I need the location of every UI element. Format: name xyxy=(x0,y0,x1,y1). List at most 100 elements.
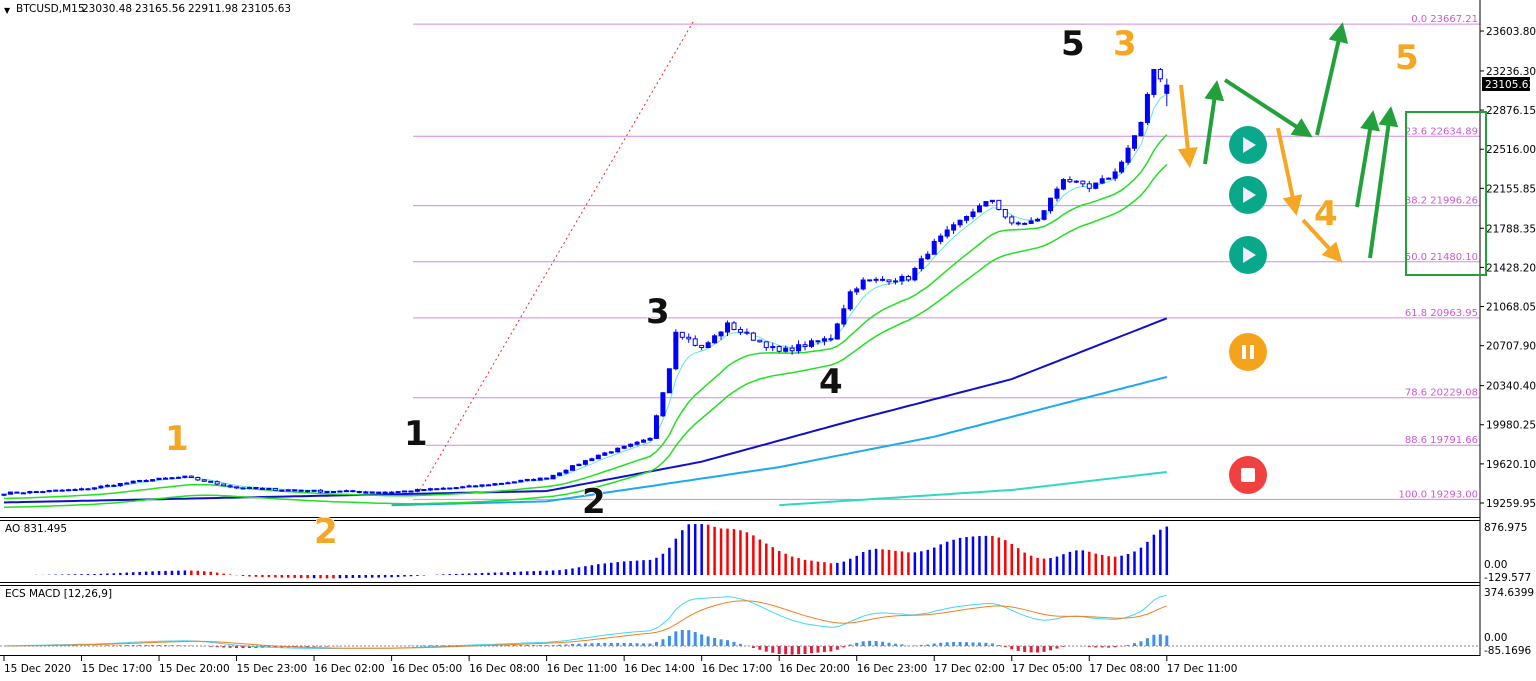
candle xyxy=(1028,217,1034,224)
play-icon xyxy=(1243,137,1256,153)
play-button[interactable] xyxy=(1229,236,1267,274)
candle xyxy=(608,451,614,455)
candle xyxy=(1099,175,1105,185)
candle xyxy=(208,480,214,483)
candle xyxy=(460,485,466,489)
candle xyxy=(686,333,692,343)
play-button[interactable] xyxy=(1229,126,1267,164)
candle xyxy=(518,479,524,483)
time-tick-label: 17 Dec 05:00 xyxy=(1012,663,1083,675)
candle xyxy=(382,491,388,494)
time-axis[interactable]: 15 Dec 2020 15 Dec 17:00 15 Dec 20:00 15 De… xyxy=(3,656,1237,675)
candle xyxy=(130,480,136,484)
arrow-right-down-icon[interactable] xyxy=(1223,78,1313,138)
play-button[interactable] xyxy=(1229,176,1267,214)
wave-label-black-2[interactable]: 2 xyxy=(581,481,606,523)
ao-histogram xyxy=(35,524,1169,579)
time-tick-label: 17 Dec 02:00 xyxy=(934,663,1005,675)
fib-level-label: 88.6 19791.66 xyxy=(1405,435,1478,446)
stop-button[interactable] xyxy=(1229,456,1267,494)
candle xyxy=(757,339,763,343)
candle xyxy=(660,391,666,418)
candle xyxy=(925,251,931,261)
wave-label-orange-3[interactable]: 3 xyxy=(1112,23,1137,65)
candle xyxy=(305,489,311,493)
candle xyxy=(1002,208,1008,220)
wave-label-black-5[interactable]: 5 xyxy=(1060,23,1085,65)
candle xyxy=(615,447,621,453)
wave-label-orange-5[interactable]: 5 xyxy=(1394,37,1419,79)
wave-label-orange-2[interactable]: 2 xyxy=(313,511,338,553)
price-tick-label: 23236.30 xyxy=(1486,66,1536,78)
candle xyxy=(744,328,750,336)
wave-label-orange-4[interactable]: 4 xyxy=(1313,193,1338,235)
candle xyxy=(731,321,737,331)
candle xyxy=(718,331,724,340)
collapse-triangle-icon[interactable]: ▼ xyxy=(4,6,11,15)
arrow-up-icon[interactable] xyxy=(1315,22,1349,136)
fib-trendline[interactable] xyxy=(419,21,694,491)
candle xyxy=(221,483,227,487)
arrow-up-icon[interactable] xyxy=(1368,106,1399,259)
candle xyxy=(737,326,743,336)
candle xyxy=(641,438,647,443)
price-tick-label: 22516.00 xyxy=(1486,144,1536,156)
candle xyxy=(395,491,401,494)
candle xyxy=(337,490,343,493)
candle xyxy=(524,478,530,482)
candle xyxy=(634,440,640,446)
candle xyxy=(440,486,446,490)
candle xyxy=(1132,135,1137,151)
candle xyxy=(272,487,278,491)
candle xyxy=(1119,160,1125,174)
candle xyxy=(653,414,659,439)
fib-level-label: 61.8 20963.95 xyxy=(1405,308,1478,319)
candle xyxy=(14,491,20,494)
candle xyxy=(447,487,453,490)
symbol-label: BTCUSD,M15 xyxy=(16,3,85,15)
candle xyxy=(98,484,104,489)
candle xyxy=(860,277,866,291)
candle xyxy=(602,451,608,457)
ao-title: AO 831.495 xyxy=(5,523,67,535)
candle xyxy=(421,489,427,492)
candle xyxy=(195,476,201,482)
candle xyxy=(880,276,886,282)
candle xyxy=(563,469,569,475)
time-tick-label: 16 Dec 11:00 xyxy=(547,663,618,675)
candle xyxy=(72,488,78,491)
arrow-up-icon[interactable] xyxy=(1355,110,1380,208)
candle xyxy=(298,489,304,492)
price-tick-label: 22155.85 xyxy=(1486,183,1536,195)
moving-average-line xyxy=(3,317,1168,504)
candle xyxy=(692,335,698,347)
candle xyxy=(156,477,162,481)
candle xyxy=(285,489,291,492)
candle xyxy=(169,476,175,480)
fib-level-label: 23.6 22634.89 xyxy=(1405,126,1478,137)
moving-average-line xyxy=(391,376,1168,507)
pause-button[interactable] xyxy=(1229,333,1267,371)
candle xyxy=(117,483,123,487)
candle xyxy=(1106,177,1112,180)
wave-label-black-4[interactable]: 4 xyxy=(818,361,843,403)
arrow-down-icon[interactable] xyxy=(1301,218,1343,263)
candle xyxy=(292,489,298,492)
candle xyxy=(712,334,718,344)
candle xyxy=(492,482,498,487)
candle xyxy=(1157,67,1163,83)
wave-label-black-1[interactable]: 1 xyxy=(403,413,428,455)
wave-label-orange-1[interactable]: 1 xyxy=(164,418,189,460)
wave-label-black-3[interactable]: 3 xyxy=(645,291,670,333)
arrow-down-icon[interactable] xyxy=(1276,127,1303,216)
arrow-up-icon[interactable] xyxy=(1203,80,1225,165)
arrow-down-icon[interactable] xyxy=(1177,84,1198,168)
target-zone-box[interactable] xyxy=(1405,111,1487,276)
candle xyxy=(673,329,679,371)
candle xyxy=(402,490,408,493)
price-axis[interactable]: 23603.80 23236.30 22876.15 22516.00 22155.85… xyxy=(1480,26,1536,510)
candle xyxy=(1125,144,1131,165)
candle xyxy=(873,277,879,284)
candle xyxy=(989,199,995,204)
